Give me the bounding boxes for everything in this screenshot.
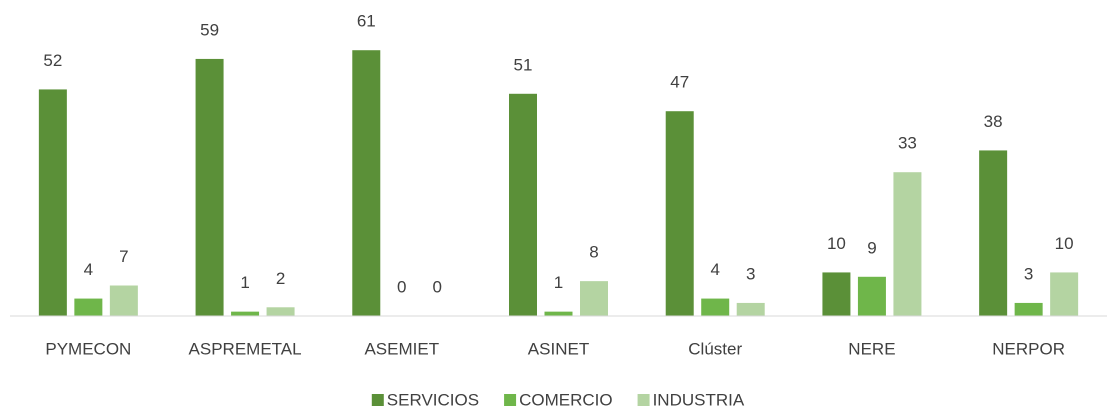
- data-label: 52: [43, 51, 62, 70]
- data-label: 33: [898, 134, 917, 153]
- x-tick-label: NERE: [848, 339, 895, 358]
- bar: [665, 111, 694, 316]
- data-label: 7: [119, 247, 128, 266]
- data-label: 9: [867, 238, 876, 257]
- bar: [509, 93, 537, 317]
- bar: [857, 276, 886, 316]
- data-label: 0: [397, 277, 406, 296]
- bar: [822, 272, 851, 316]
- data-label: 10: [1055, 234, 1074, 253]
- data-label: 38: [984, 112, 1003, 131]
- data-label: 51: [514, 55, 533, 74]
- bar: [1050, 272, 1079, 316]
- data-label: 47: [670, 73, 689, 92]
- bar: [979, 150, 1008, 316]
- x-tick-label: NERPOR: [992, 339, 1065, 358]
- data-label: 3: [746, 264, 755, 283]
- bar: [195, 58, 224, 317]
- bar: [352, 50, 381, 316]
- data-label: 0: [433, 277, 442, 296]
- legend-label: INDUSTRIA: [653, 390, 745, 409]
- data-label: 8: [589, 243, 598, 262]
- data-label: 59: [200, 20, 219, 39]
- data-label: 61: [357, 12, 376, 31]
- data-label: 10: [827, 234, 846, 253]
- bar: [38, 89, 67, 316]
- bar: [893, 172, 922, 316]
- x-tick-label: Clúster: [688, 339, 742, 358]
- legend-swatch: [637, 394, 650, 406]
- x-tick-label: PYMECON: [45, 339, 131, 358]
- bar: [231, 311, 260, 316]
- bar: [580, 281, 608, 316]
- bar: [736, 302, 765, 316]
- bar: [266, 307, 295, 316]
- data-label: 3: [1024, 264, 1033, 283]
- x-tick-label: ASPREMETAL: [189, 339, 302, 358]
- legend-label: SERVICIOS: [387, 390, 479, 409]
- bar: [544, 311, 573, 316]
- data-label: 4: [84, 260, 93, 279]
- x-tick-label: ASINET: [528, 339, 589, 358]
- bar: [701, 298, 730, 316]
- data-label: 2: [276, 269, 285, 288]
- legend-label: COMERCIO: [519, 390, 613, 409]
- data-label: 1: [554, 273, 563, 292]
- bar: [74, 298, 103, 316]
- bar: [109, 285, 138, 316]
- data-label: 4: [710, 260, 719, 279]
- x-tick-label: ASEMIET: [364, 339, 439, 358]
- data-label: 1: [240, 273, 249, 292]
- legend-swatch: [504, 394, 517, 406]
- legend-swatch: [371, 394, 384, 406]
- bar: [1014, 302, 1043, 316]
